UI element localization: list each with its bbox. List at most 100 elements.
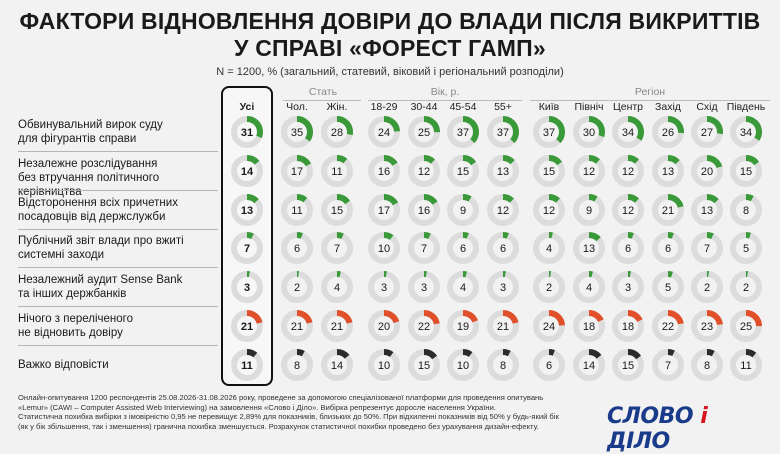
donut-value-label: 21 — [497, 321, 509, 333]
donut-mark: 37 — [533, 116, 565, 148]
row-label-line: системні заходи — [18, 249, 105, 261]
donut-value-label: 4 — [460, 282, 466, 294]
column-header: Чол. — [286, 101, 308, 113]
donut-arc — [231, 310, 263, 342]
donut-mark: 12 — [533, 194, 565, 226]
donut-value-label: 12 — [622, 205, 634, 217]
donut-arc — [533, 155, 565, 187]
column-header: Жін. — [326, 101, 348, 113]
donut-mark: 15 — [408, 349, 440, 381]
donut-arc — [573, 155, 605, 187]
donut-value-label: 10 — [378, 243, 390, 255]
donut-arc — [533, 194, 565, 226]
donut-arc — [368, 194, 400, 226]
title-line-2: У СПРАВІ «ФОРЕСТ ГАМП» — [234, 35, 546, 61]
donut-arc — [281, 349, 313, 381]
row-label-line: та інших держбанків — [18, 288, 127, 300]
row-separator — [18, 267, 218, 268]
donut-value-label: 12 — [583, 166, 595, 178]
donut-arc — [487, 155, 519, 187]
donut-value-label: 3 — [244, 282, 250, 294]
donut-value-label: 24 — [543, 321, 555, 333]
donut-value-label: 35 — [291, 127, 303, 139]
donut-arc — [691, 116, 723, 148]
donut-mark: 10 — [368, 349, 400, 381]
donut-mark: 12 — [612, 155, 644, 187]
donut-arc — [368, 349, 400, 381]
donut-arc — [321, 232, 353, 264]
donut-mark: 3 — [231, 271, 263, 303]
donut-mark: 21 — [652, 194, 684, 226]
donut-arc — [447, 194, 479, 226]
donut-arc — [321, 155, 353, 187]
donut-arc — [321, 271, 353, 303]
donut-arc — [281, 194, 313, 226]
donut-mark: 14 — [231, 155, 263, 187]
donut-mark: 11 — [730, 349, 762, 381]
donut-arc — [652, 310, 684, 342]
donut-value-label: 11 — [740, 360, 751, 372]
group-label-age: Вік, р. — [430, 86, 460, 98]
donut-arc — [408, 232, 440, 264]
row-label-line: Важко відповісти — [18, 359, 109, 371]
donut-value-label: 16 — [378, 166, 390, 178]
donut-mark: 14 — [321, 349, 353, 381]
donut-value-label: 6 — [500, 243, 506, 255]
donut-arc — [691, 349, 723, 381]
donut-arc — [231, 271, 263, 303]
column-header: 18-29 — [370, 101, 398, 113]
donut-mark: 6 — [281, 232, 313, 264]
donut-value-label: 19 — [457, 321, 469, 333]
donut-mark: 6 — [447, 232, 479, 264]
donut-value-label: 7 — [704, 243, 710, 255]
donut-arc — [487, 271, 519, 303]
donut-value-label: 14 — [331, 360, 343, 372]
row-label: Обвинувальний вирок суду для фігурантів с… — [18, 118, 218, 146]
donut-value-label: 20 — [378, 321, 390, 333]
donut-arc — [487, 349, 519, 381]
donut-arc — [281, 116, 313, 148]
row-label-line: Обвинувальний вирок суду — [18, 119, 163, 131]
donut-arc — [281, 232, 313, 264]
donut-value-label: 4 — [546, 243, 552, 255]
donut-arc — [652, 349, 684, 381]
donut-value-label: 34 — [740, 127, 752, 139]
donut-value-label: 11 — [331, 166, 342, 178]
donut-value-label: 13 — [241, 205, 253, 217]
donut-mark: 5 — [652, 271, 684, 303]
donut-mark: 31 — [231, 116, 263, 148]
donut-arc — [408, 349, 440, 381]
donut-arc — [281, 310, 313, 342]
donut-mark: 6 — [612, 232, 644, 264]
donut-arc — [408, 310, 440, 342]
donut-value-label: 21 — [331, 321, 343, 333]
donut-mark: 22 — [652, 310, 684, 342]
donut-mark: 27 — [691, 116, 723, 148]
donut-value-label: 17 — [291, 166, 303, 178]
donut-value-label: 14 — [583, 360, 595, 372]
row-separator — [18, 306, 218, 307]
donut-arc — [447, 232, 479, 264]
donut-mark: 15 — [612, 349, 644, 381]
donut-value-label: 9 — [460, 205, 466, 217]
row-label-line: не відновить довіру — [18, 327, 123, 339]
row-label-line: посадовців від держслужби — [18, 211, 166, 223]
donut-mark: 7 — [321, 232, 353, 264]
page-title: ФАКТОРИ ВІДНОВЛЕННЯ ДОВІРИ ДО ВЛАДИ ПІСЛ… — [0, 8, 780, 62]
donut-mark: 8 — [487, 349, 519, 381]
donut-mark: 8 — [281, 349, 313, 381]
donut-value-label: 25 — [740, 321, 752, 333]
donut-mark: 13 — [487, 155, 519, 187]
donut-arc — [487, 310, 519, 342]
donut-mark: 20 — [368, 310, 400, 342]
donut-value-label: 9 — [586, 205, 592, 217]
row-label-line: без втручання політичного керівництва — [18, 172, 160, 198]
donut-value-label: 4 — [586, 282, 592, 294]
row-separator — [18, 151, 218, 152]
donut-mark: 24 — [368, 116, 400, 148]
donut-mark: 22 — [408, 310, 440, 342]
donut-mark: 13 — [573, 232, 605, 264]
row-label: Нічого з переліченого не відновить довіру — [18, 312, 218, 340]
donut-arc — [231, 116, 263, 148]
logo-ampersand: і — [700, 404, 708, 429]
